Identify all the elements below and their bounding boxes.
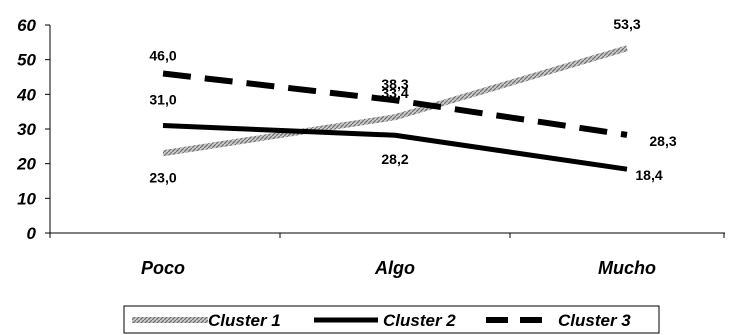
data-labels: 23,0 33,4 53,3 31,0 28,2 18,4 46,0 38,3 28,3 — [149, 16, 676, 185]
legend: Cluster 1 Cluster 2 Cluster 3 — [123, 305, 660, 334]
y-tick-label: 40 — [16, 85, 36, 104]
data-label: 18,4 — [635, 167, 662, 183]
x-tick-label: Mucho — [598, 258, 656, 278]
data-label: 23,0 — [149, 169, 176, 185]
y-tick-label: 0 — [27, 224, 37, 243]
legend-box — [123, 305, 660, 334]
y-tick-label: 60 — [17, 16, 36, 35]
y-tick-label: 20 — [16, 155, 36, 174]
data-label: 28,3 — [649, 133, 676, 149]
data-label: 38,3 — [381, 76, 408, 92]
x-tick-label: Poco — [141, 258, 185, 278]
legend-label: Cluster 2 — [383, 311, 456, 330]
data-label: 33,4 — [381, 85, 408, 101]
data-label: 28,2 — [381, 151, 408, 167]
data-label: 46,0 — [149, 48, 176, 64]
y-tick-label: 50 — [17, 51, 36, 70]
series-line-cluster-3 — [162, 70, 628, 138]
legend-label: Cluster 1 — [208, 311, 281, 330]
data-label: 53,3 — [613, 16, 640, 32]
data-label: 31,0 — [149, 92, 176, 108]
y-tick-label: 10 — [17, 189, 36, 208]
series-layer — [162, 45, 628, 172]
y-tick-label: 30 — [17, 120, 36, 139]
legend-label: Cluster 3 — [558, 311, 631, 330]
series-line-cluster-2 — [162, 123, 628, 172]
axes: 0 10 20 30 40 50 60 Poco Algo Mucho — [16, 16, 725, 278]
series-line-cluster-1 — [162, 45, 628, 157]
x-tick-label: Algo — [374, 258, 415, 278]
